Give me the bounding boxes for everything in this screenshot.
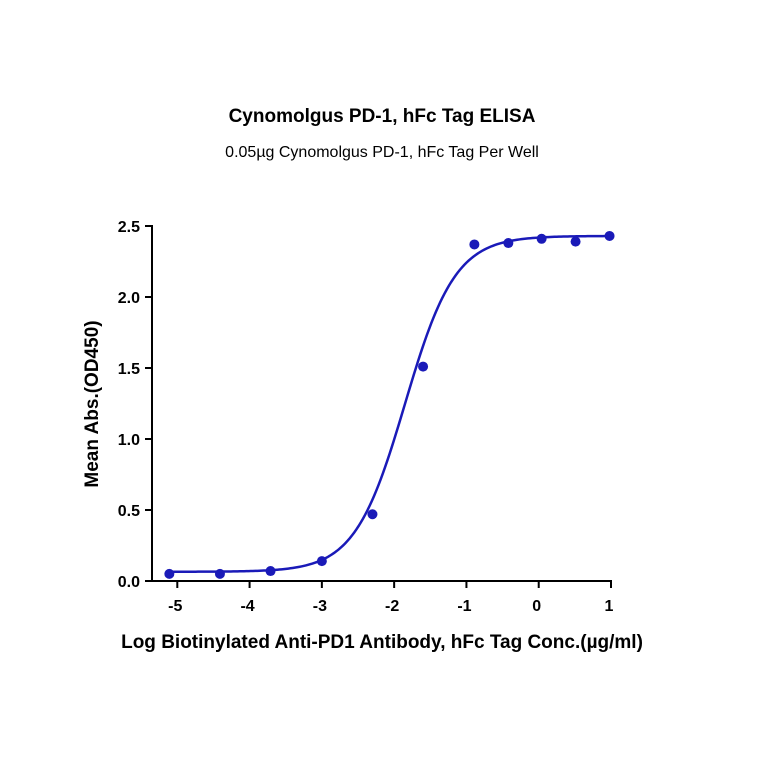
- chart-subtitle: 0.05µg Cynomolgus PD-1, hFc Tag Per Well: [225, 144, 539, 161]
- data-point: [604, 230, 615, 241]
- y-tick-label: 1.5: [118, 361, 140, 378]
- data-point: [536, 233, 547, 244]
- data-point: [265, 566, 276, 577]
- x-tick-label: -2: [385, 598, 399, 615]
- y-tick-label: 0.5: [118, 503, 140, 520]
- data-point: [214, 568, 225, 579]
- data-point: [367, 509, 378, 520]
- data-point: [164, 568, 175, 579]
- data-point: [570, 236, 581, 247]
- y-tick-label: 2.0: [118, 290, 140, 307]
- y-tick-label: 0.0: [118, 574, 140, 591]
- x-tick-label: -1: [457, 598, 471, 615]
- fit-curve: [169, 234, 610, 573]
- x-axis-label: Log Biotinylated Anti-PD1 Antibody, hFc …: [121, 632, 643, 653]
- y-tick-label: 2.5: [118, 219, 140, 236]
- x-tick-label: 0: [532, 598, 541, 615]
- data-point: [469, 239, 480, 250]
- x-tick-label: -4: [240, 598, 254, 615]
- data-point: [316, 556, 327, 567]
- data-point: [503, 238, 514, 249]
- y-tick-label: 1.0: [118, 432, 140, 449]
- chart-title: Cynomolgus PD-1, hFc Tag ELISA: [228, 106, 536, 127]
- x-tick-label: -5: [168, 598, 182, 615]
- data-point: [418, 361, 429, 372]
- x-tick-label: 1: [605, 598, 614, 615]
- x-tick-label: -3: [313, 598, 327, 615]
